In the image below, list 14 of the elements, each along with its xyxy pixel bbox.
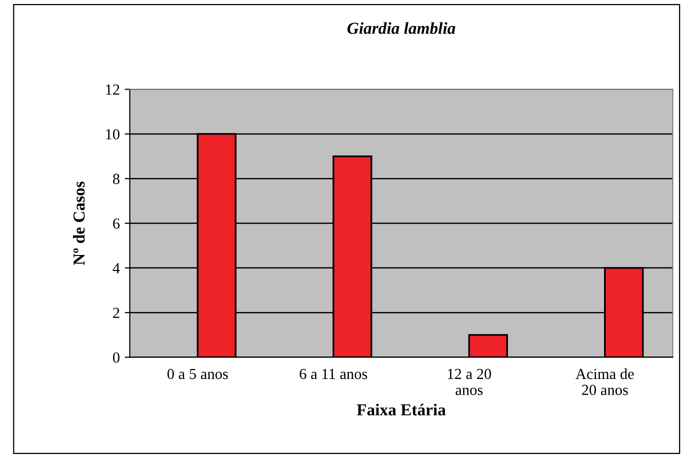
x-tick-label: 6 a 11 anos — [300, 368, 368, 380]
x-tick-label: Acima de 20 anos — [576, 368, 634, 396]
y-tick-label: 8 — [112, 174, 120, 184]
chart-title: Giardia lamblia — [347, 22, 456, 34]
x-tick-label: 12 a 20 anos — [448, 368, 492, 396]
y-tick-label: 10 — [106, 129, 120, 140]
y-tick-label: 6 — [113, 218, 120, 229]
y-tick-label: 0 — [112, 352, 120, 363]
y-axis-title: Nº de Casos — [72, 182, 85, 266]
x-tick-label: 0 a 5 anos — [167, 368, 228, 380]
y-tick-label: 2 — [113, 308, 120, 318]
y-tick-label: 4 — [112, 263, 120, 274]
x-axis-title: Faixa Etária — [356, 404, 446, 416]
y-tick-label: 12 — [106, 84, 120, 95]
